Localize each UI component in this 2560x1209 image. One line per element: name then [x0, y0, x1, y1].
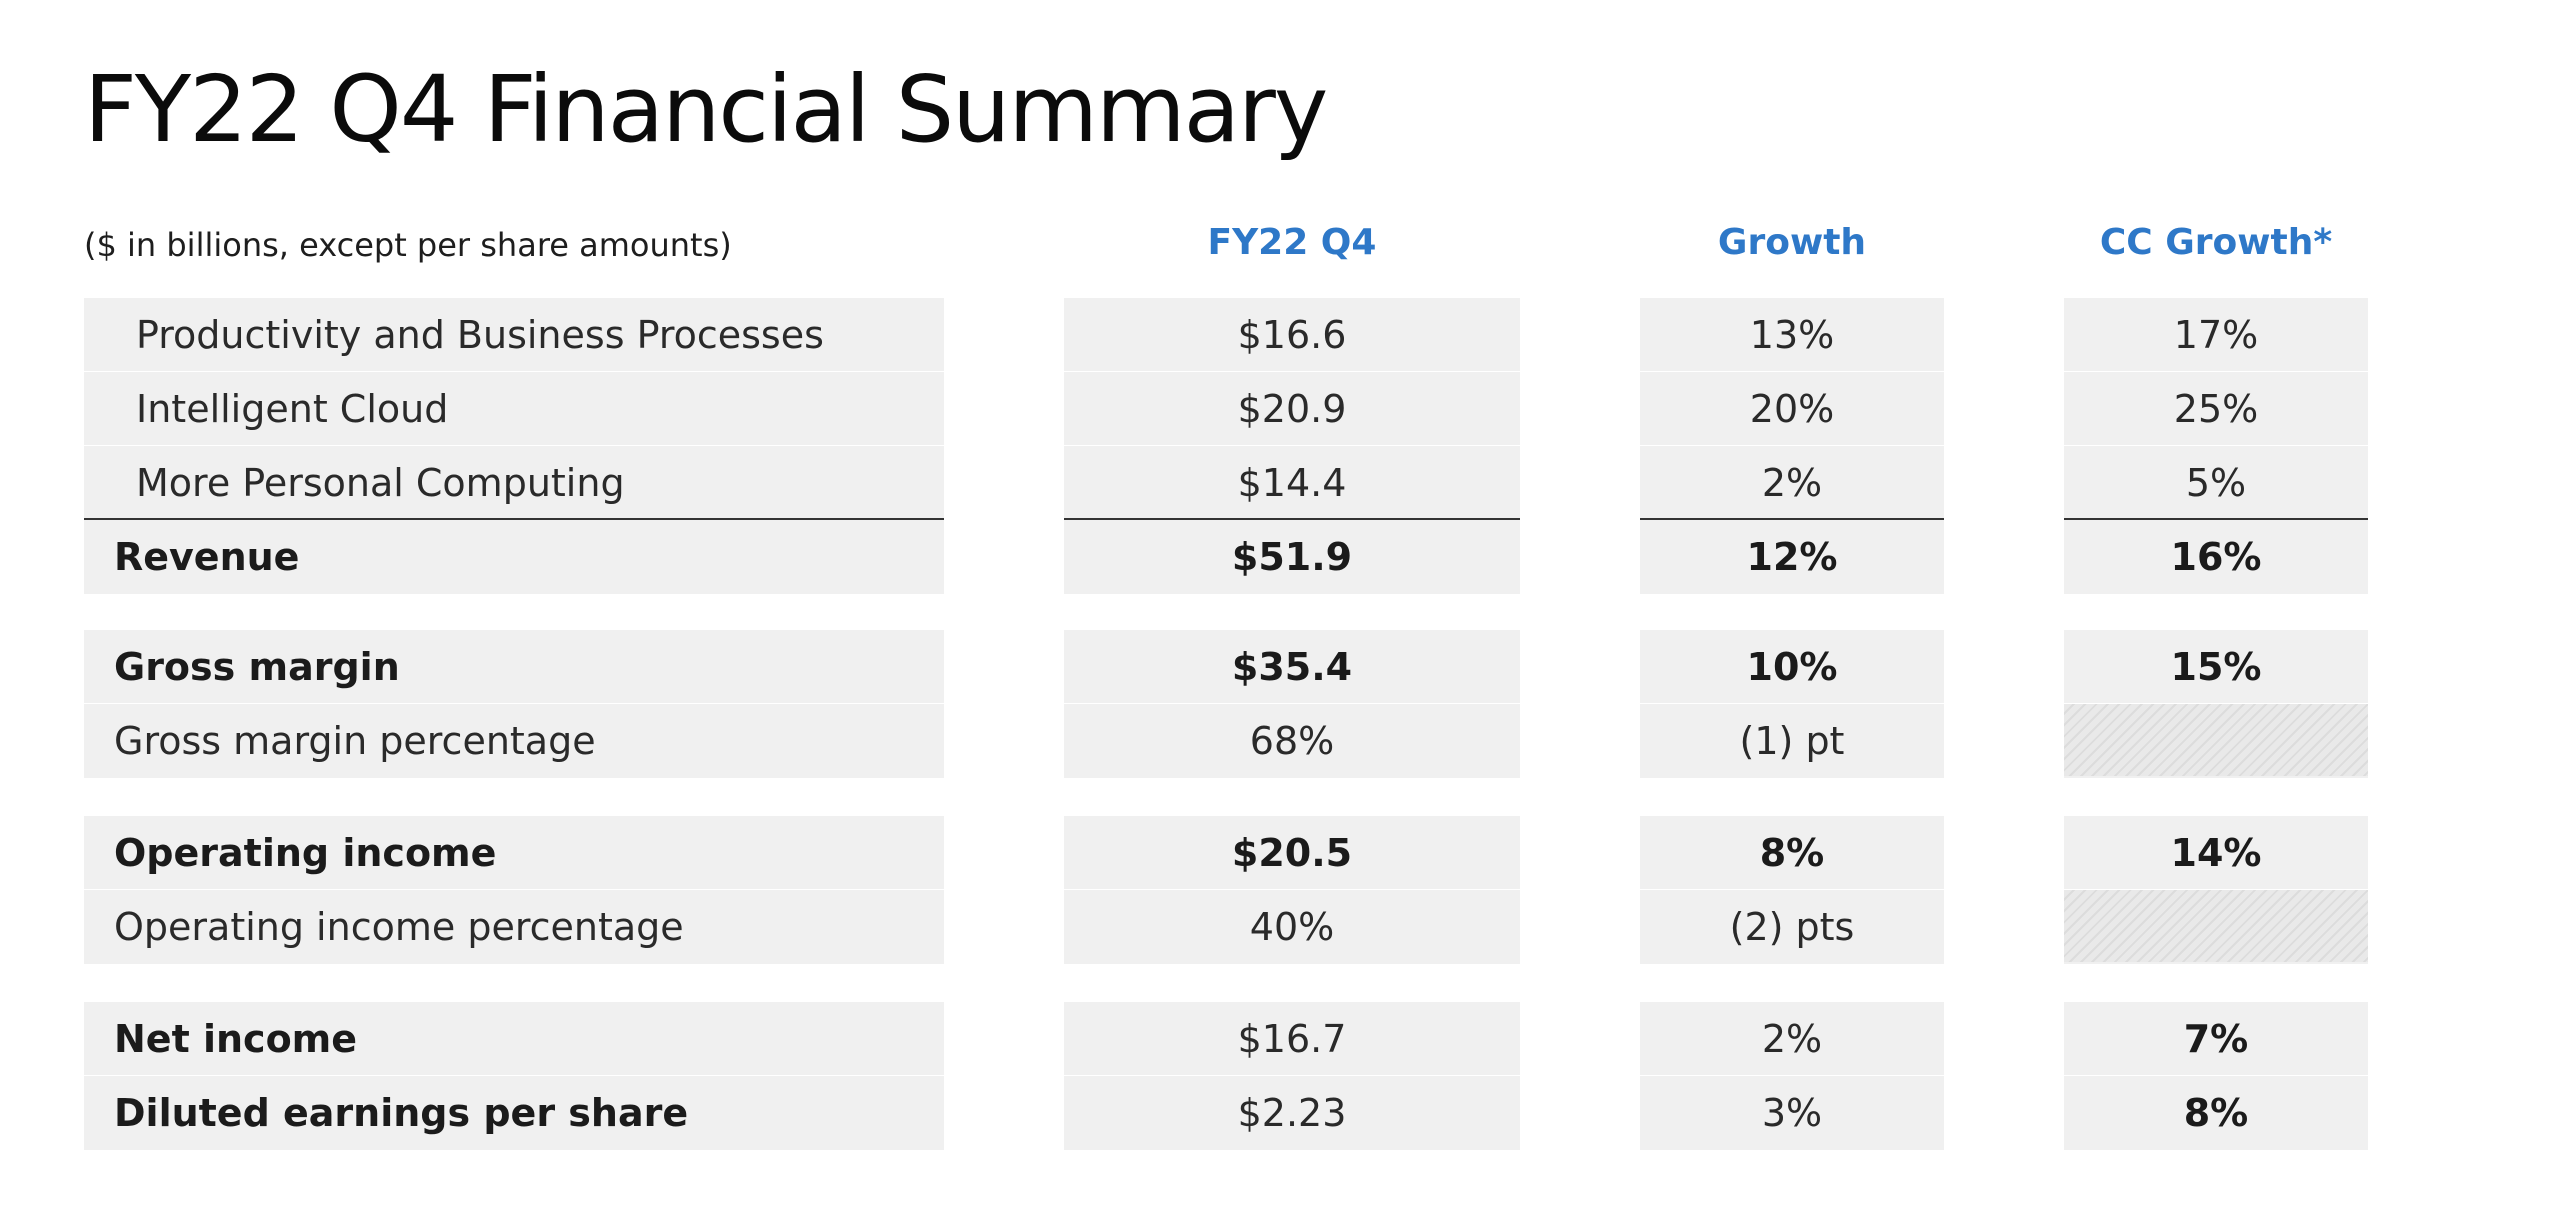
row-label: Diluted earnings per share — [114, 1091, 689, 1135]
value-cell: $2.23 — [1237, 1091, 1347, 1135]
cc-growth-cell: 5% — [2185, 461, 2247, 505]
total-rule — [1064, 518, 1520, 520]
row-label: Productivity and Business Processes — [136, 313, 824, 357]
value-cell: 68% — [1249, 719, 1335, 763]
total-rule — [1640, 518, 1944, 520]
cc-growth-cell: 7% — [2183, 1017, 2249, 1061]
value-cell: $16.6 — [1237, 313, 1347, 357]
value-cell: $35.4 — [1231, 645, 1353, 689]
value-cell: $20.5 — [1231, 831, 1353, 875]
row-separator — [1640, 889, 1944, 890]
row-label: Net income — [114, 1017, 358, 1061]
column-header-fy22-q4: FY22 Q4 — [1207, 222, 1377, 263]
table-band — [2064, 1002, 2368, 1150]
growth-cell: 10% — [1746, 645, 1838, 689]
row-separator — [1640, 371, 1944, 372]
not-applicable-cell — [2064, 890, 2368, 962]
table-band — [84, 1002, 944, 1150]
growth-cell: (1) pt — [1739, 719, 1845, 763]
table-band — [1640, 816, 1944, 964]
row-label: Intelligent Cloud — [136, 387, 449, 431]
cc-growth-cell: 25% — [2173, 387, 2259, 431]
growth-cell: 12% — [1746, 535, 1838, 579]
row-separator — [84, 371, 944, 372]
row-separator — [2064, 445, 2368, 446]
value-cell: 40% — [1249, 905, 1335, 949]
row-label: Gross margin percentage — [114, 719, 596, 763]
cc-growth-cell: 8% — [2183, 1091, 2249, 1135]
not-applicable-cell — [2064, 704, 2368, 776]
total-rule — [84, 518, 944, 520]
row-separator — [2064, 1075, 2368, 1076]
total-rule — [2064, 518, 2368, 520]
value-cell: $16.7 — [1237, 1017, 1347, 1061]
growth-cell: 2% — [1761, 1017, 1823, 1061]
row-separator — [1640, 1075, 1944, 1076]
row-separator — [1064, 889, 1520, 890]
row-separator — [1064, 703, 1520, 704]
row-separator — [84, 445, 944, 446]
row-separator — [1640, 703, 1944, 704]
table-band — [1064, 298, 1520, 594]
row-separator — [2064, 703, 2368, 704]
row-separator — [84, 889, 944, 890]
growth-cell: 13% — [1749, 313, 1835, 357]
table-band — [84, 816, 944, 964]
cc-growth-cell: 15% — [2170, 645, 2262, 689]
column-header-cc-growth: CC Growth* — [2099, 222, 2333, 263]
row-label: Revenue — [114, 535, 300, 579]
table-band — [1640, 630, 1944, 778]
cc-growth-cell: 17% — [2173, 313, 2259, 357]
row-separator — [84, 703, 944, 704]
growth-cell: 3% — [1761, 1091, 1823, 1135]
column-header-growth: Growth — [1717, 222, 1867, 263]
value-cell: $14.4 — [1237, 461, 1347, 505]
row-separator — [1064, 1075, 1520, 1076]
value-cell: $51.9 — [1231, 535, 1353, 579]
row-separator — [2064, 889, 2368, 890]
row-separator — [1064, 445, 1520, 446]
growth-cell: (2) pts — [1729, 905, 1855, 949]
table-band — [1640, 1002, 1944, 1150]
growth-cell: 20% — [1749, 387, 1835, 431]
table-band — [84, 298, 944, 594]
table-band — [1064, 630, 1520, 778]
cc-growth-cell: 16% — [2170, 535, 2262, 579]
table-subtitle: ($ in billions, except per share amounts… — [84, 226, 732, 264]
row-separator — [1064, 371, 1520, 372]
growth-cell: 8% — [1759, 831, 1825, 875]
table-band — [84, 630, 944, 778]
table-band — [1064, 1002, 1520, 1150]
cc-growth-cell: 14% — [2170, 831, 2262, 875]
growth-cell: 2% — [1761, 461, 1823, 505]
row-separator — [84, 1075, 944, 1076]
row-label: Gross margin — [114, 645, 400, 689]
row-separator — [1640, 445, 1944, 446]
table-band — [2064, 298, 2368, 594]
row-label: More Personal Computing — [136, 461, 625, 505]
row-label: Operating income — [114, 831, 497, 875]
row-label: Operating income percentage — [114, 905, 684, 949]
table-band — [1640, 298, 1944, 594]
value-cell: $20.9 — [1237, 387, 1347, 431]
table-band — [1064, 816, 1520, 964]
page-title: FY22 Q4 Financial Summary — [84, 56, 1328, 163]
row-separator — [2064, 371, 2368, 372]
